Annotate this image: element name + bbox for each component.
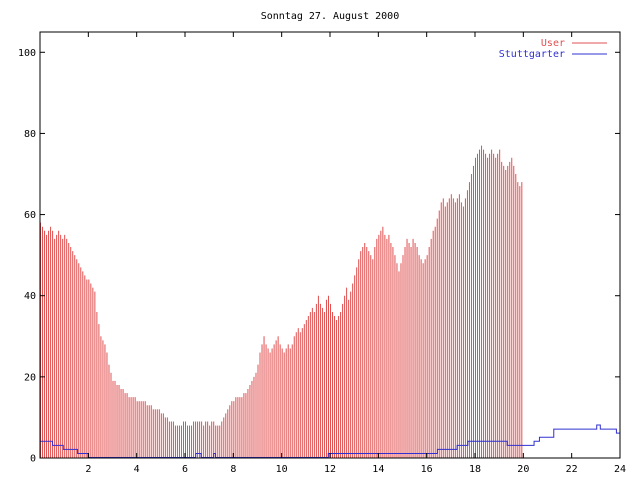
legend: User Stuttgarter bbox=[499, 38, 607, 60]
x-tick-label: 20 bbox=[517, 464, 529, 475]
legend-label-user: User bbox=[541, 38, 565, 49]
y-tick-label: 80 bbox=[24, 129, 36, 140]
x-tick-label: 16 bbox=[421, 464, 433, 475]
x-tick-label: 24 bbox=[614, 464, 626, 475]
x-tick-label: 18 bbox=[469, 464, 481, 475]
y-tick-label: 20 bbox=[24, 372, 36, 383]
x-tick-label: 10 bbox=[276, 464, 288, 475]
y-tick-label: 40 bbox=[24, 291, 36, 302]
x-tick-label: 12 bbox=[324, 464, 336, 475]
chart-title: Sonntag 27. August 2000 bbox=[261, 11, 399, 22]
x-tick-label: 2 bbox=[85, 464, 91, 475]
x-tick-label: 8 bbox=[230, 464, 236, 475]
y-axis: 0 20 40 60 80 100 bbox=[18, 48, 620, 465]
y-tick-label: 0 bbox=[30, 454, 36, 465]
x-tick-label: 22 bbox=[566, 464, 578, 475]
y-tick-label: 60 bbox=[24, 210, 36, 221]
x-tick-label: 6 bbox=[182, 464, 188, 475]
bars-user bbox=[40, 145, 523, 458]
legend-label-stuttgarter: Stuttgarter bbox=[499, 49, 565, 60]
y-tick-label: 100 bbox=[18, 48, 36, 59]
x-axis: 2 4 6 8 10 12 14 16 18 20 22 24 bbox=[85, 32, 626, 475]
x-tick-label: 14 bbox=[372, 464, 384, 475]
x-tick-label: 4 bbox=[134, 464, 140, 475]
